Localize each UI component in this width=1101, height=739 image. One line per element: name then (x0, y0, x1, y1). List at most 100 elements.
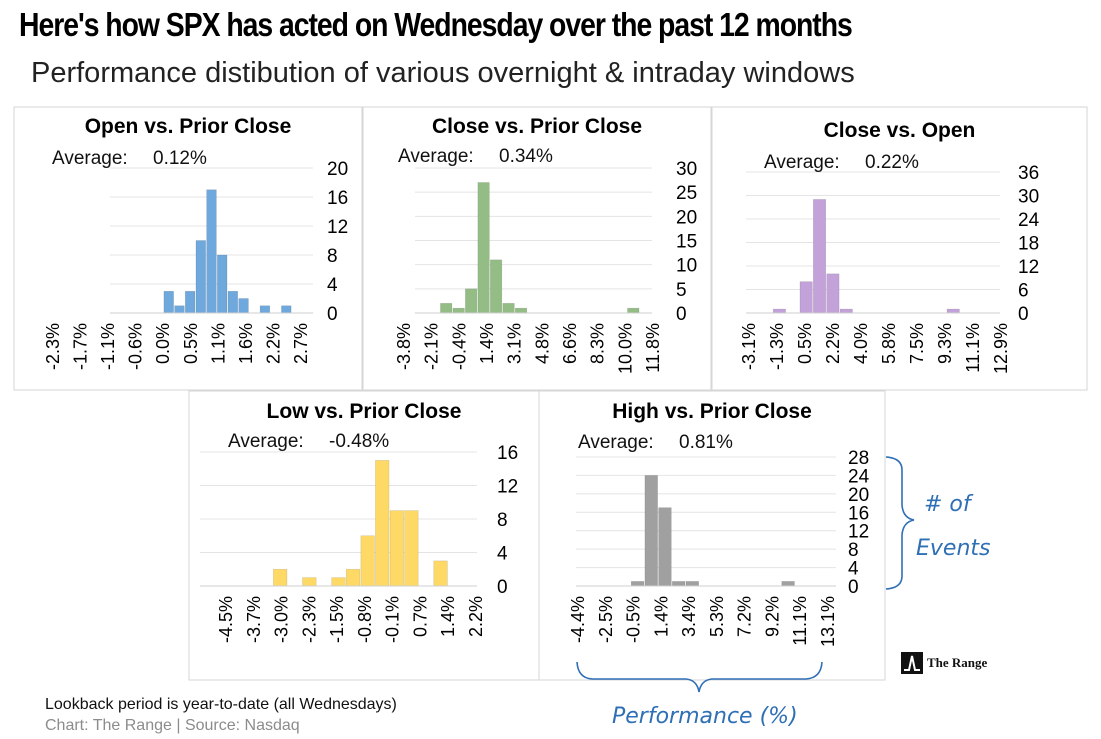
y-tick-label: 30 (676, 159, 697, 180)
x-tick-label: -3.1% (739, 323, 759, 370)
panel-title: High vs. Prior Close (612, 400, 812, 423)
x-tick-label: 12.9% (991, 323, 1011, 374)
panel-title: Close vs. Open (824, 119, 976, 142)
y-tick-label: 24 (1018, 210, 1040, 231)
y-tick-label: 24 (848, 466, 870, 487)
y-tick-label: 0 (676, 304, 687, 325)
histogram-bar (227, 290, 239, 314)
x-tick-label: -1.1% (98, 323, 118, 370)
events-brace (885, 456, 915, 590)
y-tick-label: 12 (327, 217, 348, 238)
logo-text: The Range (927, 655, 988, 670)
average-value: 0.81% (679, 432, 733, 453)
x-tick-label: 11.1% (790, 596, 810, 646)
average-value: 0.34% (499, 146, 553, 167)
histogram-bar (826, 273, 840, 314)
y-tick-label: 4 (497, 544, 508, 565)
histogram-bar (404, 510, 419, 587)
x-tick-label: 13.1% (818, 596, 838, 647)
histogram-bar (799, 281, 813, 314)
y-tick-label: 12 (1018, 257, 1039, 278)
y-tick-label: 5 (676, 280, 687, 301)
histogram-bar (195, 240, 206, 314)
x-tick-label: 9.2% (762, 596, 782, 637)
y-tick-label: 6 (1018, 281, 1029, 302)
histogram-bar (658, 507, 672, 587)
histogram-bar (630, 581, 645, 587)
histogram-bar (671, 581, 686, 587)
y-tick-label: 8 (497, 510, 508, 531)
y-tick-label: 4 (848, 559, 859, 580)
histogram-bar (360, 535, 375, 587)
panel-frame (13, 106, 363, 391)
events-annotation-line2: Events (916, 536, 991, 561)
x-tick-label: 4.0% (851, 323, 871, 364)
histogram-bar (302, 577, 317, 587)
x-tick-label: -1.3% (767, 323, 787, 370)
source-credit: Chart: The Range | Source: Nasdaq (45, 717, 300, 734)
x-tick-label: -1.5% (327, 596, 347, 643)
x-tick-label: 8.3% (588, 323, 608, 364)
x-tick-label: -0.1% (383, 596, 403, 643)
histogram-bar (273, 568, 288, 587)
performance-brace (576, 661, 823, 693)
x-tick-label: -0.6% (126, 323, 146, 370)
x-tick-label: 11.8% (643, 323, 663, 373)
histogram-bar (433, 560, 448, 587)
the-range-logo: The Range (901, 651, 987, 675)
x-tick-label: -0.8% (355, 596, 375, 643)
x-tick-label: -2.3% (299, 596, 319, 643)
y-tick-label: 20 (676, 207, 697, 228)
y-tick-label: 20 (327, 159, 348, 180)
histogram-bar (627, 307, 640, 314)
average-value: 0.12% (153, 148, 207, 169)
histogram-bar (781, 581, 795, 587)
events-annotation-line1: # of (924, 492, 971, 517)
performance-annotation: Performance (%) (612, 704, 798, 729)
panel-frame (362, 106, 712, 391)
histogram-bar (389, 510, 404, 587)
x-tick-label: 3.4% (679, 596, 699, 637)
histogram-bar (238, 298, 249, 314)
x-tick-label: -2.3% (43, 323, 63, 370)
histogram-bar (465, 288, 478, 314)
y-tick-label: 18 (1018, 234, 1039, 255)
histogram-bar (331, 577, 346, 587)
histogram-bar (281, 305, 292, 314)
y-tick-label: 25 (676, 183, 697, 204)
x-tick-label: 5.8% (879, 323, 899, 364)
x-tick-label: 11.1% (963, 323, 983, 373)
histogram-bar (163, 290, 174, 314)
y-tick-label: 36 (1018, 163, 1039, 184)
y-tick-label: 0 (497, 577, 508, 598)
y-tick-label: 28 (848, 448, 869, 469)
histogram-bar (174, 305, 185, 314)
panel-low-vs-prior-close: 16 12 8 4 0 -4.5% -3.7% -3.0% -2.3% -1.5% -0.8% -0.… (188, 390, 540, 681)
histogram-bar (514, 307, 528, 314)
y-tick-label: 30 (1018, 187, 1039, 208)
x-tick-label: 5.3% (707, 596, 727, 637)
panel-frame (711, 106, 1088, 391)
average-value: 0.22% (865, 152, 919, 173)
average-value: -0.48% (329, 431, 389, 452)
x-tick-label: 0.5% (795, 323, 815, 364)
panel-frame (538, 390, 886, 681)
histogram-bar (813, 199, 827, 314)
y-tick-label: 16 (497, 443, 518, 464)
x-tick-label: -0.4% (449, 323, 469, 370)
y-tick-label: 12 (497, 477, 518, 498)
x-tick-label: 1.4% (651, 596, 671, 637)
panel-title: Open vs. Prior Close (85, 115, 292, 138)
y-tick-label: 0 (1018, 304, 1029, 325)
y-tick-label: 12 (848, 522, 869, 543)
x-tick-label: 6.6% (560, 323, 580, 364)
histogram-bar (259, 305, 271, 314)
x-tick-label: 4.8% (532, 323, 552, 364)
y-tick-label: 8 (848, 540, 859, 561)
x-tick-label: 10.0% (615, 323, 635, 374)
y-tick-label: 10 (676, 256, 697, 277)
panel-frame (188, 390, 540, 681)
y-tick-label: 0 (327, 304, 338, 325)
average-label: Average: (52, 148, 128, 169)
